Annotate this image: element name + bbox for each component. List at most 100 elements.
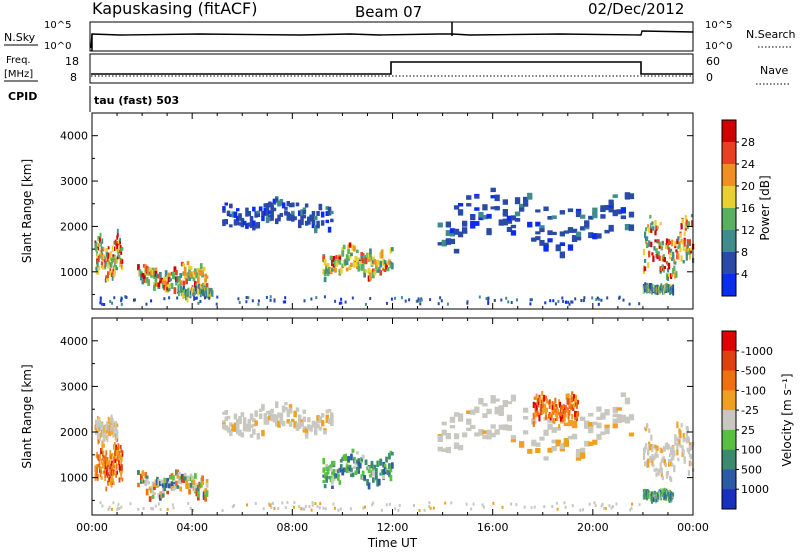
- echo-cell: [597, 302, 600, 306]
- echo-cell: [366, 252, 369, 259]
- echo-cell: [316, 415, 320, 422]
- echo-cell: [478, 215, 484, 221]
- echo-cell: [114, 268, 116, 276]
- echo-cell: [580, 299, 583, 302]
- echo-cell: [258, 415, 263, 420]
- echo-cell: [288, 203, 293, 208]
- y-tick-label: 1000: [60, 472, 88, 485]
- echo-cell: [329, 255, 333, 261]
- echo-cell: [339, 467, 343, 473]
- echo-cell: [291, 418, 295, 422]
- echo-cell: [554, 408, 557, 413]
- echo-cell: [168, 296, 171, 300]
- echo-cell: [566, 409, 569, 414]
- echo-cell: [671, 273, 674, 277]
- echo-cell: [335, 261, 339, 267]
- echo-cell: [113, 428, 116, 433]
- echo-cell: [568, 302, 571, 306]
- echo-cell: [316, 220, 320, 227]
- echo-cell: [137, 470, 140, 475]
- echo-cell: [286, 216, 290, 221]
- echo-cell: [670, 458, 673, 466]
- echo-cell: [582, 508, 584, 512]
- echo-cell: [573, 403, 576, 408]
- echo-cell: [363, 255, 366, 259]
- echo-cell: [650, 241, 653, 248]
- echo-cell: [116, 451, 119, 456]
- echo-cell: [254, 413, 258, 417]
- echo-cell: [154, 504, 157, 508]
- echo-cell: [382, 267, 385, 271]
- x-tick-label: 12:00: [377, 521, 409, 534]
- echo-cell: [466, 427, 472, 431]
- colorbar-segment: [722, 230, 736, 253]
- echo-cell: [170, 271, 174, 276]
- echo-cell: [205, 482, 209, 488]
- echo-cell: [106, 278, 108, 282]
- echo-cell: [550, 414, 553, 419]
- echo-cell: [555, 404, 558, 408]
- colorbar-tick-label: 28: [741, 136, 755, 149]
- echo-cell: [356, 459, 359, 464]
- echo-cell: [648, 441, 651, 446]
- echo-cell: [102, 265, 104, 270]
- echo-cell: [389, 247, 393, 254]
- echo-cell: [97, 429, 99, 435]
- echo-cell: [604, 205, 610, 209]
- echo-cell: [369, 272, 372, 279]
- echo-cell: [256, 210, 261, 214]
- echo-cell: [322, 474, 326, 478]
- echo-cell: [674, 245, 677, 249]
- echo-cell: [284, 296, 287, 300]
- echo-cell: [208, 296, 211, 300]
- echo-cell: [150, 488, 153, 494]
- echo-cell: [563, 438, 569, 444]
- echo-cell: [661, 476, 664, 481]
- echo-cell: [151, 487, 155, 494]
- echo-cell: [111, 245, 114, 253]
- echo-cell: [261, 404, 265, 411]
- echo-cell: [559, 448, 565, 452]
- echo-cell: [616, 407, 622, 411]
- echo-cell: [505, 296, 508, 300]
- echo-cell: [675, 271, 678, 278]
- echo-cell: [195, 483, 199, 487]
- echo-cell: [344, 259, 347, 266]
- echo-cell: [109, 430, 112, 437]
- echo-cell: [102, 455, 105, 461]
- echo-cell: [116, 438, 119, 443]
- echo-cell: [197, 490, 200, 498]
- echo-cell: [95, 430, 97, 436]
- echo-cell: [660, 448, 663, 454]
- echo-cell: [543, 394, 546, 402]
- echo-cell: [271, 501, 274, 505]
- echo-cell: [600, 298, 603, 302]
- echo-cell: [111, 276, 114, 281]
- echo-cell: [506, 414, 513, 422]
- echo-cell: [331, 267, 334, 272]
- echo-cell: [494, 429, 500, 435]
- echo-cell: [575, 210, 582, 218]
- echo-cell: [559, 242, 565, 246]
- echo-cell: [462, 230, 468, 234]
- echo-cell: [502, 400, 508, 408]
- colorbar-segment: [722, 410, 736, 431]
- echo-cell: [660, 246, 663, 251]
- echo-cell: [547, 423, 553, 429]
- echo-cell: [372, 256, 375, 261]
- echo-cell: [209, 293, 212, 299]
- echo-cell: [372, 470, 375, 477]
- echo-cell: [601, 502, 604, 506]
- echo-cell: [535, 448, 541, 454]
- echo-cell: [582, 299, 585, 302]
- echo-cell: [323, 270, 327, 277]
- echo-cell: [432, 506, 435, 510]
- echo-cell: [265, 210, 270, 216]
- echo-cell: [222, 206, 226, 210]
- echo-cell: [676, 449, 679, 455]
- echo-cell: [106, 430, 108, 434]
- echo-cell: [547, 419, 553, 423]
- echo-cell: [192, 278, 196, 282]
- echo-cell: [345, 254, 349, 261]
- date-title: 02/Dec/2012: [588, 0, 684, 18]
